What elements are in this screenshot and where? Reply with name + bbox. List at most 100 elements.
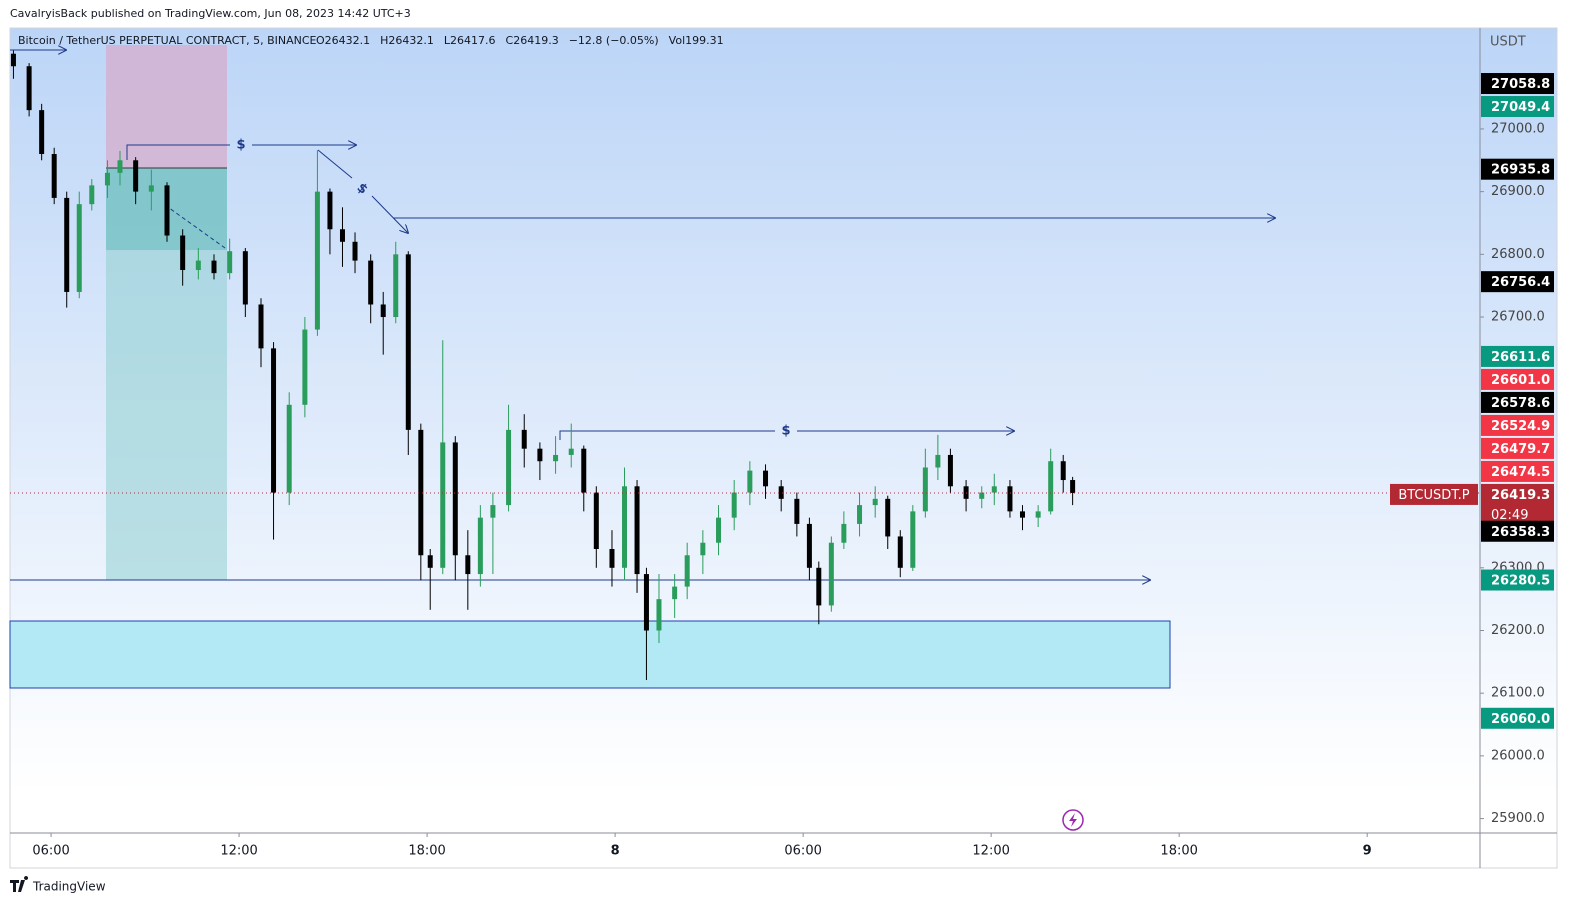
candle-body xyxy=(242,251,248,305)
candle-body xyxy=(286,404,292,493)
price-label: 26358.3 xyxy=(1491,525,1550,540)
ohlc-value: H26432.1 xyxy=(380,34,434,47)
candle-body xyxy=(521,429,527,449)
price-label: 26419.3 xyxy=(1491,488,1550,503)
candle-body xyxy=(195,260,201,271)
x-tick-label: 8 xyxy=(611,844,620,859)
y-tick-label: 26000.0 xyxy=(1491,748,1545,763)
x-tick-label: 18:00 xyxy=(1160,844,1197,859)
symbol: Bitcoin / TetherUS PERPETUAL CONTRACT, 5… xyxy=(18,34,317,47)
candle-body xyxy=(609,548,615,568)
candle-body xyxy=(180,235,186,271)
candle-body xyxy=(327,191,333,230)
candle-body xyxy=(634,486,640,575)
ohlc-value: L26417.6 xyxy=(444,34,496,47)
price-label: 26280.5 xyxy=(1491,574,1550,589)
candle-body xyxy=(418,429,424,556)
price-label-box xyxy=(1481,96,1554,118)
price-label: 26756.4 xyxy=(1491,275,1550,290)
candle-body xyxy=(816,567,822,606)
candle-body xyxy=(368,260,374,305)
candle-body xyxy=(643,574,649,631)
price-label-box xyxy=(1481,483,1554,526)
candle-body xyxy=(452,442,458,556)
candle-body xyxy=(506,429,512,506)
annotation: $ xyxy=(781,424,790,439)
candle-body xyxy=(76,204,82,292)
candle-body xyxy=(1060,461,1066,481)
x-tick-label: 12:00 xyxy=(220,844,257,859)
x-tick-label: 06:00 xyxy=(784,844,821,859)
candle-body xyxy=(841,523,847,543)
y-tick-label: 27000.0 xyxy=(1491,121,1545,136)
candle-body xyxy=(477,517,483,575)
candle-body xyxy=(872,498,878,506)
logo xyxy=(10,876,29,892)
candle-body xyxy=(537,448,543,462)
candle-body xyxy=(314,191,320,330)
candle-body xyxy=(89,185,95,205)
candle-body xyxy=(747,470,753,493)
candle-body xyxy=(979,492,985,499)
price-label: 26578.6 xyxy=(1491,396,1550,411)
candle-body xyxy=(440,442,446,568)
demand-zone xyxy=(9,620,1171,689)
candle-body xyxy=(581,448,587,493)
y-tick-label: 26800.0 xyxy=(1491,247,1545,262)
price-label: 27058.8 xyxy=(1491,77,1550,92)
candle-body xyxy=(352,241,358,261)
candle-body xyxy=(39,110,45,155)
candle-body xyxy=(553,454,559,462)
frame xyxy=(9,27,1558,869)
ohlc-value: −12.8 (−0.05%) xyxy=(569,34,659,47)
candle-body xyxy=(794,498,800,524)
price-label-box xyxy=(1481,158,1554,180)
candle-body xyxy=(828,542,834,606)
candle-body xyxy=(64,197,70,292)
candle-body xyxy=(1070,480,1076,494)
event-icon[interactable] xyxy=(1062,809,1084,831)
price-label-box xyxy=(1481,73,1554,95)
price-label-box xyxy=(1481,391,1554,413)
candle-body xyxy=(465,555,471,575)
price-label-box xyxy=(1481,460,1554,482)
plot-bg xyxy=(10,28,1557,833)
candle-body xyxy=(490,505,496,518)
candle-body xyxy=(656,599,662,631)
liquidity-line xyxy=(317,149,353,179)
candle-body xyxy=(700,542,706,556)
price-label: 26474.5 xyxy=(1491,465,1550,480)
path-line xyxy=(164,204,226,249)
price-label-box xyxy=(1481,368,1554,390)
annotation: $ xyxy=(236,138,245,153)
price-label: 26935.8 xyxy=(1491,163,1550,178)
ohlc-legend: O26432.1 H26432.1 L26417.6 C26419.3 −12.8 (−… xyxy=(316,34,724,47)
x-tick-label: 18:00 xyxy=(408,844,445,859)
price-label: 26479.7 xyxy=(1491,442,1550,457)
candle-body xyxy=(1019,511,1025,518)
candle-body xyxy=(117,160,123,173)
candles xyxy=(10,50,1076,681)
candle-body xyxy=(258,304,264,349)
candle-body xyxy=(10,53,16,67)
axes: 06:00 12:00 18:00 8 06:00 12:00 18:00 9 25900.0 2… xyxy=(10,73,1554,859)
price-label-box xyxy=(1481,271,1554,293)
y-tick-label: 26700.0 xyxy=(1491,310,1545,325)
price-label-box xyxy=(1481,345,1554,367)
x-tick-label: 06:00 xyxy=(32,844,69,859)
price-label-box xyxy=(1481,437,1554,459)
currency: USDT xyxy=(1490,35,1526,50)
candle-body xyxy=(427,555,433,568)
candle-body xyxy=(393,254,399,318)
candle-body xyxy=(947,454,953,487)
candle-body xyxy=(380,304,386,318)
ticker: BTCUSDT.P xyxy=(1398,488,1469,503)
candle-body xyxy=(271,348,277,493)
x-tick-label: 9 xyxy=(1363,844,1372,859)
candle-body xyxy=(148,185,154,192)
stop-zone xyxy=(106,45,227,168)
y-tick-label: 26100.0 xyxy=(1491,686,1545,701)
candle-body xyxy=(778,486,784,499)
countdown: 02:49 xyxy=(1491,508,1528,523)
